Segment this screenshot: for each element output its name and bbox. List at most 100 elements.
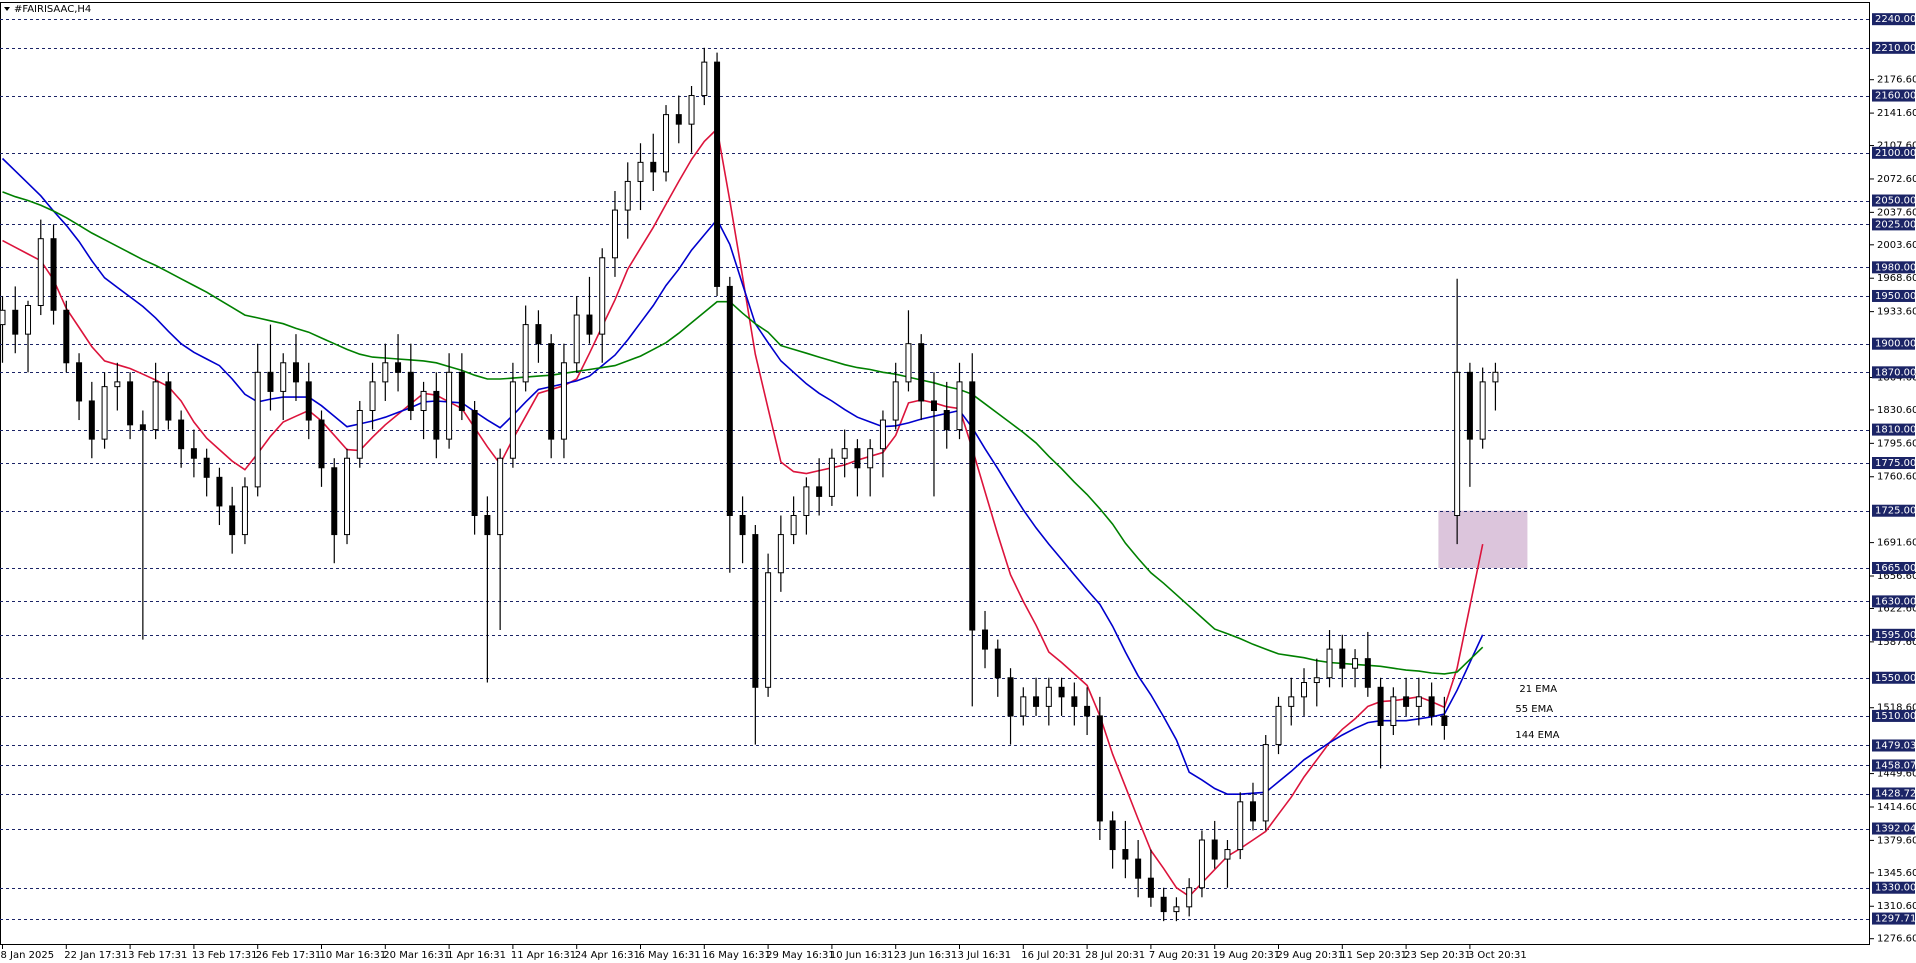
level-label: 1725.00 xyxy=(1875,506,1916,517)
level-label: 1550.00 xyxy=(1875,673,1916,684)
candle-body xyxy=(1173,906,1180,913)
y-tick-label: 1310.60 xyxy=(1877,901,1916,912)
candle-body xyxy=(37,238,44,307)
candle-body xyxy=(1262,744,1269,822)
candle-body xyxy=(216,476,223,507)
ema-line xyxy=(2,191,1484,675)
level-label-bg xyxy=(1872,504,1915,517)
ema-line xyxy=(1,157,1484,795)
y-tick-label: 2107.60 xyxy=(1877,141,1916,152)
x-tick-label: 24 Apr 16:31 xyxy=(575,950,640,961)
candle-body xyxy=(114,381,121,388)
candle-body xyxy=(969,381,976,631)
y-tick-label: 1968.60 xyxy=(1877,273,1916,284)
candle-body xyxy=(1352,658,1359,669)
candle-body xyxy=(190,448,197,459)
candle-body xyxy=(1301,682,1308,698)
candle-body xyxy=(1007,677,1014,717)
level-label-bg xyxy=(1872,89,1915,102)
candle-body xyxy=(471,410,478,516)
x-tick-label: 3 Feb 17:31 xyxy=(128,950,187,961)
candle-body xyxy=(446,371,453,440)
level-label-bg xyxy=(1872,822,1915,835)
candle-body xyxy=(178,419,185,450)
level-label-bg xyxy=(1872,366,1915,379)
candle-body xyxy=(1403,696,1410,707)
candle-body xyxy=(1033,696,1040,707)
chart-title: #FAIRISAAC,H4 xyxy=(14,4,91,15)
candle-body xyxy=(1096,715,1103,822)
level-label-bg xyxy=(1872,218,1915,231)
candle-body xyxy=(573,314,580,364)
x-tick-label: 10 Jun 16:31 xyxy=(830,950,894,961)
x-tick-label: 1 Apr 16:31 xyxy=(447,950,506,961)
candle-body xyxy=(497,457,504,536)
candle-body xyxy=(356,410,363,459)
level-label: 2025.00 xyxy=(1875,219,1916,230)
candle-body xyxy=(0,309,6,326)
candle-body xyxy=(548,343,555,440)
level-label: 1950.00 xyxy=(1875,291,1916,302)
candle-body xyxy=(1364,658,1371,688)
level-label: 1665.00 xyxy=(1875,563,1916,574)
level-label: 1630.00 xyxy=(1875,596,1916,607)
level-label: 1479.03 xyxy=(1875,740,1916,751)
candle-body xyxy=(1071,696,1078,707)
x-tick-label: 28 Jul 20:31 xyxy=(1085,950,1145,961)
candle-body xyxy=(982,629,989,650)
candle-body xyxy=(1211,839,1218,860)
y-tick-label: 1379.60 xyxy=(1877,835,1916,846)
level-label: 1810.00 xyxy=(1875,425,1916,436)
level-label-bg xyxy=(1872,337,1915,350)
candle-body xyxy=(139,424,146,431)
y-tick-label: 2037.60 xyxy=(1877,207,1916,218)
candle-body xyxy=(420,390,427,412)
x-tick-label: 13 Feb 17:31 xyxy=(192,950,258,961)
candle-body xyxy=(599,257,606,335)
candle-body xyxy=(1313,677,1320,684)
level-label-bg xyxy=(1872,146,1915,159)
y-tick-label: 1656.60 xyxy=(1877,571,1916,582)
x-tick-label: 3 Oct 20:31 xyxy=(1468,950,1527,961)
y-tick-label: 1622.60 xyxy=(1877,603,1916,614)
level-label: 2160.00 xyxy=(1875,91,1916,102)
x-tick-label: 11 Apr 16:31 xyxy=(511,950,576,961)
candle-body xyxy=(25,305,32,335)
level-label-bg xyxy=(1872,41,1915,54)
candle-body xyxy=(1390,696,1397,726)
candle-body xyxy=(1224,849,1231,860)
candle-body xyxy=(12,309,19,335)
candle-body xyxy=(1428,696,1435,717)
y-tick-label: 1276.60 xyxy=(1877,934,1916,945)
candle-body xyxy=(1237,801,1244,851)
x-tick-label: 7 Aug 20:31 xyxy=(1149,950,1210,961)
candle-body xyxy=(688,95,695,125)
candle-body xyxy=(203,457,210,478)
plot-frame xyxy=(0,2,1870,945)
candle-body xyxy=(560,362,567,440)
y-tick-label: 1691.60 xyxy=(1877,538,1916,549)
candle-body xyxy=(280,362,287,392)
x-tick-label: 6 May 16:31 xyxy=(639,950,701,961)
y-tick-label: 1795.60 xyxy=(1877,438,1916,449)
candle-body xyxy=(841,448,848,459)
candle-body xyxy=(1275,705,1282,746)
level-label-bg xyxy=(1872,13,1915,26)
candle-body xyxy=(292,362,299,383)
candle-body xyxy=(777,534,784,574)
candle-body xyxy=(867,448,874,469)
candle-body xyxy=(1326,648,1333,679)
level-label: 1330.00 xyxy=(1875,883,1916,894)
candle-body xyxy=(1020,696,1027,717)
level-label-bg xyxy=(1872,561,1915,574)
level-label: 1870.00 xyxy=(1875,367,1916,378)
candle-body xyxy=(739,514,746,536)
menu-triangle[interactable] xyxy=(4,7,10,11)
candle-body xyxy=(1160,896,1167,913)
level-label: 1458.07 xyxy=(1875,760,1916,771)
candle-body xyxy=(1198,839,1205,889)
level-label-bg xyxy=(1872,912,1915,925)
y-tick-label: 2072.60 xyxy=(1877,174,1916,185)
x-tick-label: 8 Jan 2025 xyxy=(1,950,55,961)
